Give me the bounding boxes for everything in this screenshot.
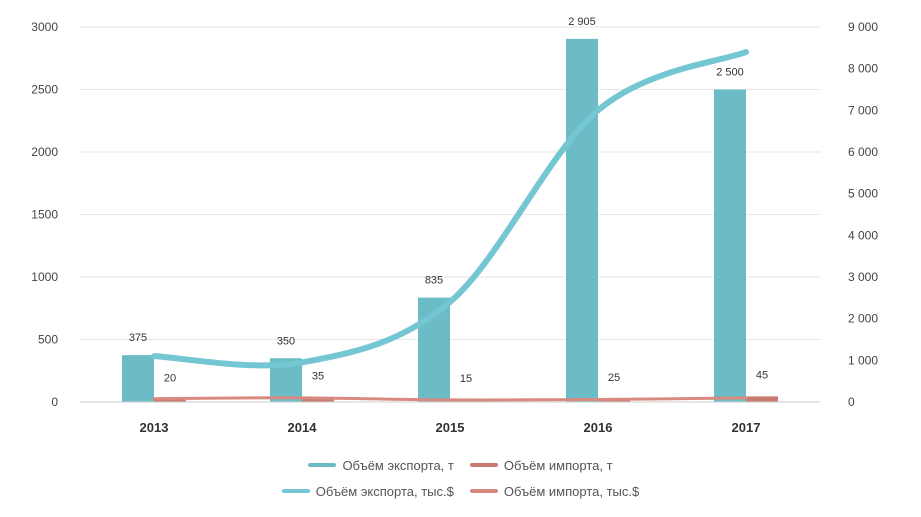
legend-label-export-t: Объём экспорта, т: [342, 457, 454, 473]
data-label-import-t: 45: [756, 369, 768, 381]
bar-import-t: [746, 396, 778, 402]
y-left-tick-label: 500: [38, 333, 58, 347]
legend-item-import-t: Объём импорта, т: [469, 457, 613, 473]
bar-export-t: [122, 355, 154, 402]
bar-export-t: [566, 38, 598, 402]
x-tick-label: 2017: [732, 420, 761, 435]
y-right-tick-label: 7 000: [848, 103, 878, 117]
y-right-tick-label: 6 000: [848, 145, 878, 159]
y-left-tick-label: 1000: [31, 270, 58, 284]
y-right-tick-label: 5 000: [848, 187, 878, 201]
legend-row-2: Объём экспорта, тыс.$ Объём импорта, тыс…: [0, 478, 921, 504]
x-tick-label: 2016: [584, 420, 613, 435]
legend-label-import-usd: Объём импорта, тыс.$: [503, 483, 640, 499]
legend-item-export-usd: Объём экспорта, тыс.$: [281, 483, 454, 499]
y-left-tick-label: 2500: [31, 83, 58, 97]
line-import-usd: [152, 396, 748, 402]
legend-swatch-export-usd: [281, 489, 310, 493]
legend: Объём экспорта, т Объём импорта, т Объём…: [0, 452, 921, 504]
y-left-tick-label: 1500: [31, 208, 58, 222]
y-right-tick-label: 1 000: [848, 353, 878, 367]
data-label-export-t: 375: [129, 332, 147, 344]
legend-label-import-t: Объём импорта, т: [503, 457, 613, 473]
line-export-usd: [151, 49, 749, 369]
x-tick-label: 2013: [140, 420, 169, 435]
x-tick-label: 2014: [288, 420, 318, 435]
data-label-export-t: 2 500: [716, 67, 744, 79]
legend-swatch-import-t: [469, 463, 498, 467]
data-label-import-t: 35: [312, 371, 324, 383]
x-tick-label: 2015: [436, 420, 465, 435]
data-label-export-t: 835: [425, 275, 443, 287]
y-left-tick-label: 0: [51, 395, 58, 409]
bar-export-t: [714, 89, 746, 402]
bar-import-t: [302, 397, 334, 402]
y-right-tick-label: 2 000: [848, 312, 878, 326]
legend-item-export-t: Объём экспорта, т: [308, 457, 454, 473]
y-left-tick-label: 2000: [31, 145, 58, 159]
y-right-tick-label: 8 000: [848, 62, 878, 76]
y-axis-right: 0 1 000 2 000 3 000 4 000 5 000 6 000 7 000 8 00…: [848, 20, 878, 409]
y-right-tick-label: 0: [848, 395, 855, 409]
data-label-export-t: 2 905: [568, 16, 596, 28]
y-right-tick-label: 3 000: [848, 270, 878, 284]
y-axis-left: 0 500 1000 1500 2000 2500 3000: [31, 20, 58, 409]
data-label-import-t: 25: [608, 372, 620, 384]
y-right-tick-label: 4 000: [848, 228, 878, 242]
grid-lines: [80, 26, 820, 340]
legend-row-1: Объём экспорта, т Объём импорта, т: [0, 452, 921, 478]
legend-label-export-usd: Объём экспорта, тыс.$: [315, 483, 454, 499]
y-left-tick-label: 3000: [31, 20, 58, 34]
series-lines: [151, 49, 749, 402]
data-labels: 375 350 835 2 905 2 500 20 35 15 25 45: [129, 16, 768, 385]
data-label-import-t: 20: [164, 373, 176, 385]
bar-import-t: [154, 399, 186, 402]
legend-item-import-usd: Объём импорта, тыс.$: [469, 483, 640, 499]
data-label-export-t: 350: [277, 335, 295, 347]
legend-swatch-export-t: [308, 463, 337, 467]
bars: [122, 38, 778, 402]
data-label-import-t: 15: [460, 373, 472, 385]
y-right-tick-label: 9 000: [848, 20, 878, 34]
legend-swatch-import-usd: [469, 489, 498, 493]
x-axis: 2013 2014 2015 2016 2017: [80, 401, 820, 435]
